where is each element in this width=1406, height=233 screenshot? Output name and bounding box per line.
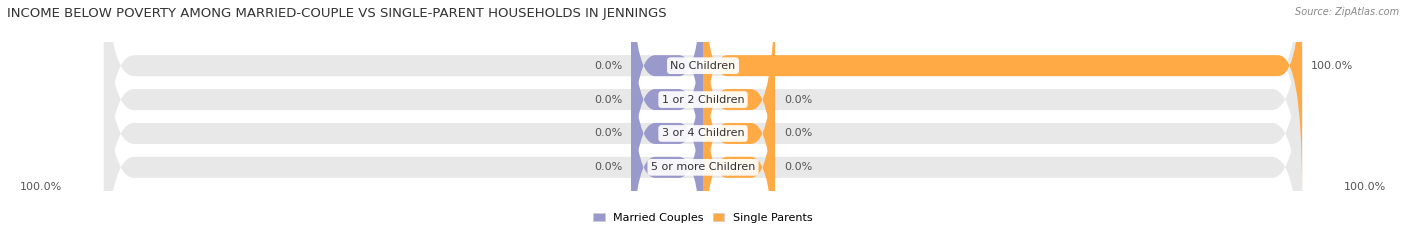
FancyBboxPatch shape [631, 8, 703, 233]
Text: 0.0%: 0.0% [785, 95, 813, 105]
FancyBboxPatch shape [104, 0, 1302, 233]
FancyBboxPatch shape [104, 0, 1302, 233]
FancyBboxPatch shape [703, 0, 775, 225]
Text: 0.0%: 0.0% [593, 128, 621, 138]
Text: 0.0%: 0.0% [593, 61, 621, 71]
Legend: Married Couples, Single Parents: Married Couples, Single Parents [589, 208, 817, 227]
Text: 3 or 4 Children: 3 or 4 Children [662, 128, 744, 138]
Text: 1 or 2 Children: 1 or 2 Children [662, 95, 744, 105]
FancyBboxPatch shape [703, 8, 775, 233]
Text: 0.0%: 0.0% [593, 95, 621, 105]
Text: 100.0%: 100.0% [1310, 61, 1354, 71]
Text: 0.0%: 0.0% [785, 128, 813, 138]
FancyBboxPatch shape [631, 0, 703, 225]
FancyBboxPatch shape [631, 0, 703, 191]
FancyBboxPatch shape [703, 42, 775, 233]
Text: 100.0%: 100.0% [20, 182, 62, 192]
Text: 5 or more Children: 5 or more Children [651, 162, 755, 172]
Text: No Children: No Children [671, 61, 735, 71]
Text: INCOME BELOW POVERTY AMONG MARRIED-COUPLE VS SINGLE-PARENT HOUSEHOLDS IN JENNING: INCOME BELOW POVERTY AMONG MARRIED-COUPL… [7, 7, 666, 20]
FancyBboxPatch shape [104, 0, 1302, 225]
FancyBboxPatch shape [631, 42, 703, 233]
FancyBboxPatch shape [703, 0, 1302, 191]
FancyBboxPatch shape [104, 8, 1302, 233]
Text: 0.0%: 0.0% [785, 162, 813, 172]
Text: Source: ZipAtlas.com: Source: ZipAtlas.com [1295, 7, 1399, 17]
Text: 0.0%: 0.0% [593, 162, 621, 172]
Text: 100.0%: 100.0% [1344, 182, 1386, 192]
